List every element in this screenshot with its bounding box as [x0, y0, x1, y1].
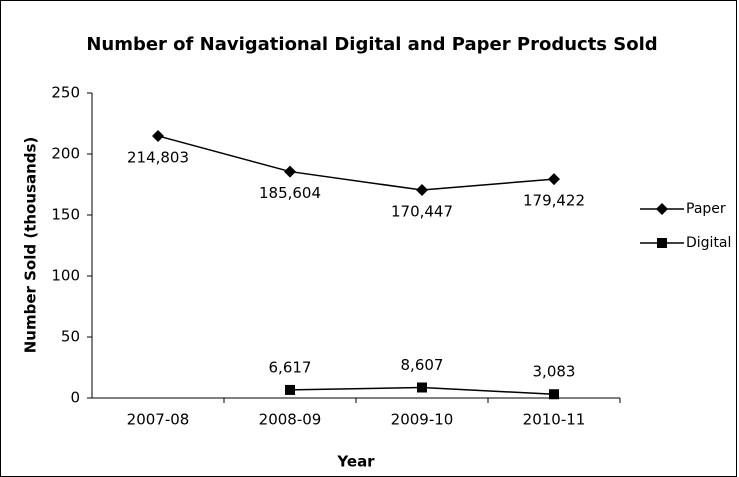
- data-point: [417, 382, 427, 393]
- y-tick-label: 50: [61, 328, 80, 346]
- chart-title: Number of Navigational Digital and Paper…: [86, 34, 657, 55]
- x-tick-label: 2009-10: [391, 411, 454, 429]
- legend-label: Digital: [686, 235, 731, 251]
- data-label: 6,617: [269, 358, 312, 376]
- y-tick-label: 150: [51, 206, 80, 224]
- legend-marker: [657, 238, 667, 248]
- y-tick-label: 0: [70, 389, 80, 407]
- y-tick-label: 200: [51, 145, 80, 163]
- y-tick-label: 100: [51, 267, 80, 285]
- data-point: [548, 173, 560, 186]
- x-tick-label: 2010-11: [523, 411, 586, 429]
- y-axis-label: Number Sold (thousands): [22, 137, 40, 354]
- data-label: 170,447: [391, 203, 453, 221]
- data-point: [152, 129, 164, 142]
- data-label: 185,604: [259, 184, 321, 202]
- data-point: [285, 384, 295, 395]
- data-label: 179,422: [523, 192, 585, 210]
- x-axis-label: Year: [336, 453, 375, 471]
- x-tick-label: 2007-08: [127, 411, 190, 429]
- y-tick-label: 250: [51, 84, 80, 102]
- data-label: 8,607: [401, 356, 444, 374]
- data-point: [284, 165, 296, 178]
- data-point: [416, 184, 428, 197]
- data-label: 214,803: [127, 148, 189, 166]
- x-tick-label: 2008-09: [259, 411, 322, 429]
- data-point: [549, 389, 559, 400]
- data-label: 3,083: [533, 363, 576, 381]
- legend-marker: [656, 203, 668, 215]
- legend-label: Paper: [686, 201, 726, 217]
- series-line: [157, 135, 555, 191]
